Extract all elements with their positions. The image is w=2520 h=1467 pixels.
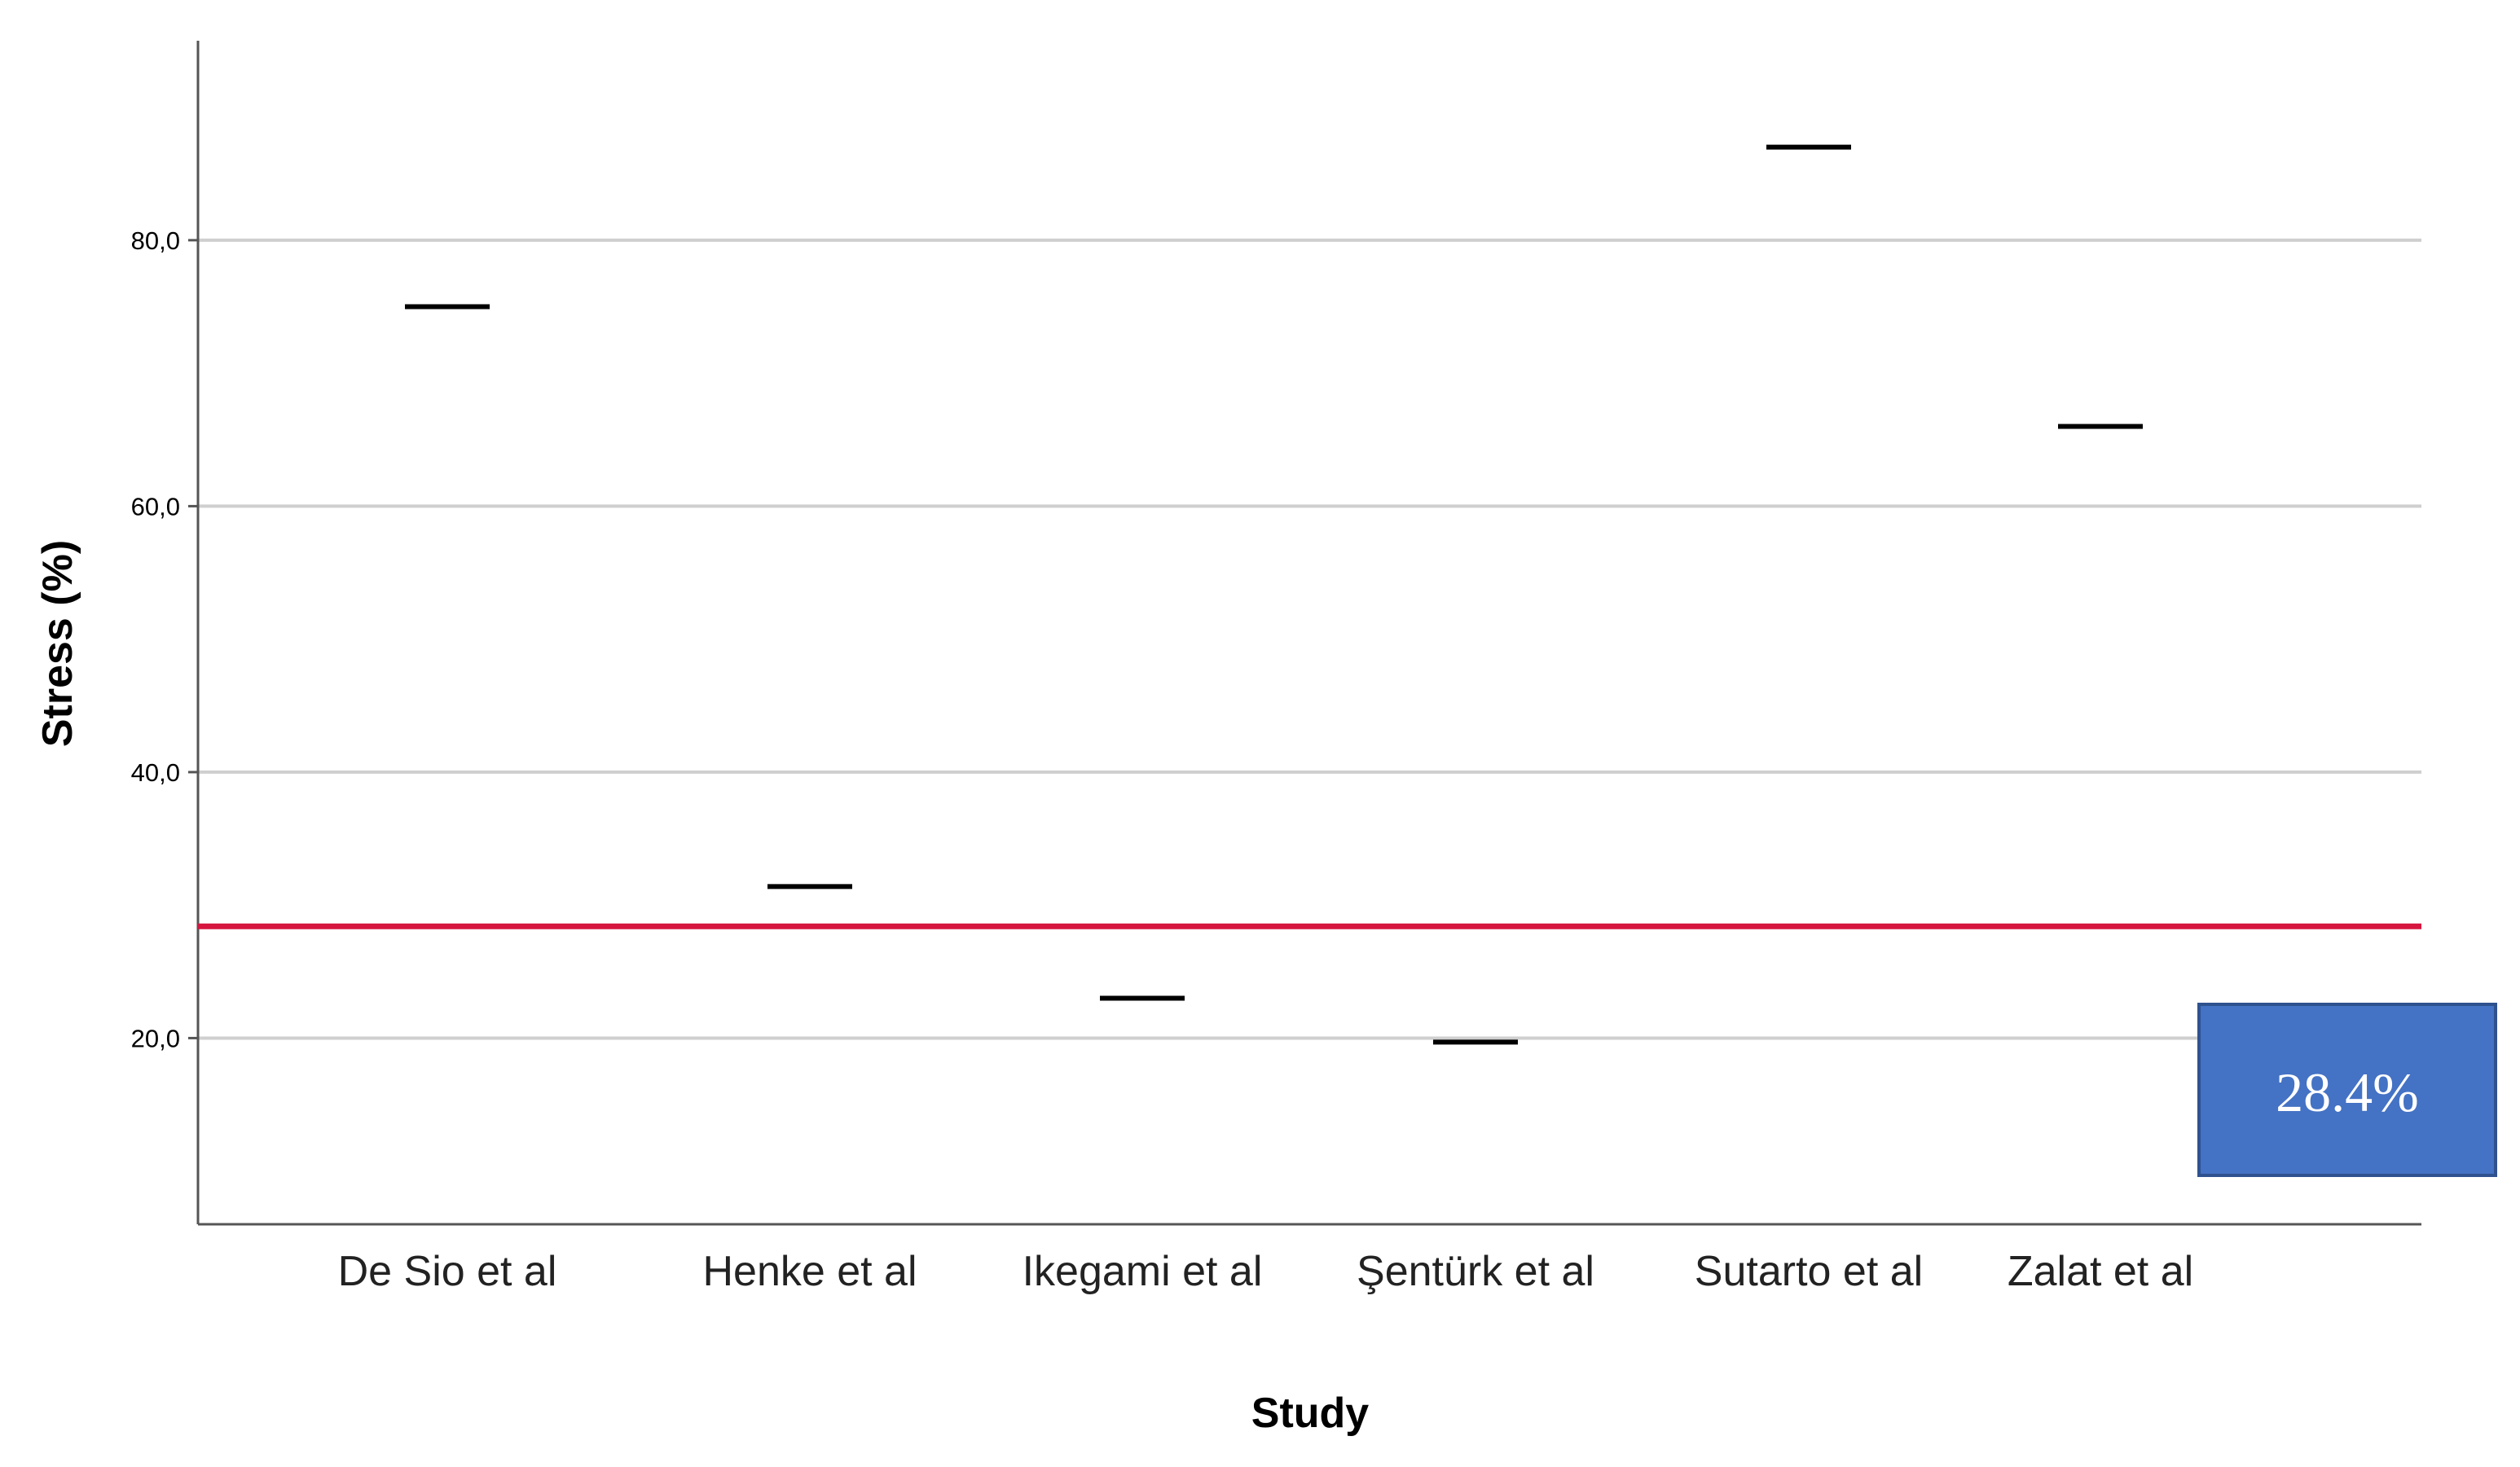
reference-value-annotation: 28.4% [2197, 1003, 2497, 1177]
data-marks [405, 144, 2143, 1045]
x-category-labels: De Sio et al Henke et al Ikegami et al Şent… [338, 1248, 2194, 1295]
y-tick-label: 80,0 [131, 226, 180, 255]
x-category-label: Ikegami et al [1023, 1248, 1263, 1295]
y-tick-label: 40,0 [131, 758, 180, 787]
annotation-box [2197, 1003, 2497, 1177]
y-axis-title: Stress (%) [34, 540, 81, 747]
annotation-label: 28.4% [2276, 1061, 2419, 1123]
axes [196, 41, 2421, 1226]
x-axis-title: Study [1251, 1390, 1370, 1437]
y-tick-label: 20,0 [131, 1024, 180, 1052]
x-category-label: Henke et al [702, 1248, 917, 1295]
x-category-label: De Sio et al [338, 1248, 557, 1295]
x-category-label: Şentürk et al [1357, 1248, 1594, 1295]
x-category-label: Sutarto et al [1695, 1248, 1923, 1295]
y-tick-label: 60,0 [131, 492, 180, 520]
grid-lines [188, 238, 2421, 1040]
y-tick-labels: 20,0 40,0 60,0 80,0 [131, 226, 180, 1053]
x-category-label: Zalat et al [2008, 1248, 2193, 1295]
